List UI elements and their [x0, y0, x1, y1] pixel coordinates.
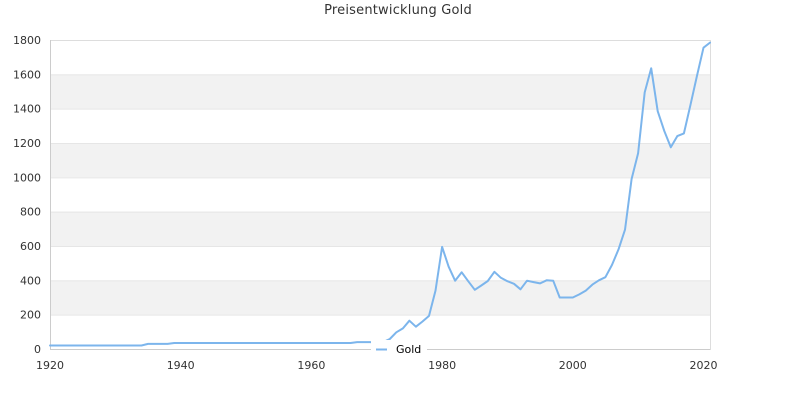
x-tick-label: 1980	[428, 359, 456, 372]
y-axis-tick-labels: 0 200 400 600 800 1000 1200 1400 1600 1800	[13, 34, 41, 356]
x-axis-tick-labels: 1920 1940 1960 1980 2000 2020	[36, 359, 717, 372]
chart-title: Preisentwicklung Gold	[324, 3, 472, 18]
x-tick-label: 1920	[36, 359, 64, 372]
y-tick-label: 0	[34, 343, 41, 356]
y-tick-label: 1800	[13, 34, 41, 47]
plot-band	[50, 143, 710, 178]
x-tick-label: 1960	[297, 359, 325, 372]
plot-band	[50, 74, 710, 109]
y-tick-label: 1600	[13, 68, 41, 81]
y-tick-label: 800	[20, 206, 41, 219]
plot-bands	[50, 74, 710, 315]
y-tick-label: 1200	[13, 137, 41, 150]
y-tick-label: 400	[20, 274, 41, 287]
plot-band	[50, 280, 710, 315]
legend[interactable]: Gold	[371, 340, 427, 358]
x-tick-label: 2000	[559, 359, 587, 372]
y-tick-label: 200	[20, 309, 41, 322]
y-tick-label: 1400	[13, 103, 41, 116]
x-tick-label: 1940	[167, 359, 195, 372]
legend-background	[371, 340, 427, 358]
y-tick-label: 600	[20, 240, 41, 253]
plot-band	[50, 211, 710, 246]
legend-label-gold[interactable]: Gold	[396, 343, 421, 356]
y-tick-label: 1000	[13, 171, 41, 184]
x-tick-label: 2020	[689, 359, 717, 372]
